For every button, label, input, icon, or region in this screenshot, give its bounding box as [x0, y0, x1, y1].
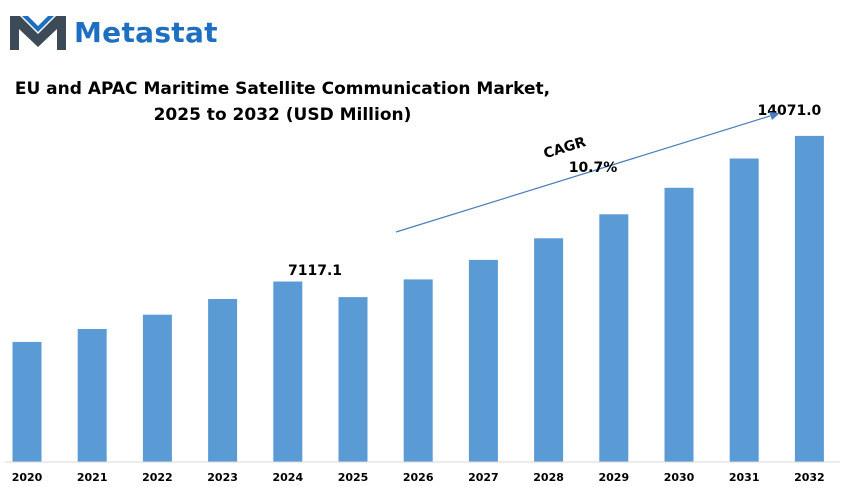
chart-title: EU and APAC Maritime Satellite Communica…: [0, 76, 565, 128]
cagr-value: 10.7%: [569, 160, 618, 176]
cagr-arrow-head: [769, 112, 780, 120]
bar-2020: [12, 341, 42, 462]
bar-2031: [729, 158, 759, 462]
x-tick-label-2024: 2024: [272, 471, 303, 484]
brand-logo: Metastat: [8, 12, 218, 52]
bar-2027: [468, 259, 498, 462]
bar-2029: [599, 214, 629, 462]
x-tick-label-2021: 2021: [77, 471, 108, 484]
cagr-annotation: CAGR 10.7%: [395, 112, 780, 233]
x-tick-labels: 2020 2021 2022 2023 2024 2025 2026 2027 2028 2029…: [12, 471, 825, 484]
x-tick-label-2030: 2030: [664, 471, 695, 484]
chart-title-line-1: EU and APAC Maritime Satellite Communica…: [14, 79, 551, 99]
bar-2028: [534, 238, 564, 462]
bar-2024: [273, 281, 303, 462]
bars-group: [12, 135, 824, 463]
x-tick-label-2026: 2026: [403, 471, 434, 484]
bar-2030: [664, 187, 694, 463]
x-tick-label-2029: 2029: [598, 471, 629, 484]
bar-2022: [142, 314, 172, 462]
x-tick-label-2027: 2027: [468, 471, 499, 484]
x-tick-label-2032: 2032: [794, 471, 825, 484]
x-tick-label-2028: 2028: [533, 471, 564, 484]
bar-2025: [338, 297, 368, 462]
brand-name: Metastat: [74, 15, 218, 49]
metastat-m-icon: [10, 16, 66, 50]
cagr-arrow-line: [395, 115, 771, 233]
x-tick-label-2031: 2031: [729, 471, 760, 484]
x-tick-label-2020: 2020: [12, 471, 43, 484]
cagr-label: CAGR: [542, 134, 588, 162]
bar-2026: [403, 279, 433, 462]
x-tick-label-2023: 2023: [207, 471, 238, 484]
x-tick-label-2022: 2022: [142, 471, 173, 484]
x-tick-label-2025: 2025: [338, 471, 369, 484]
bar-2021: [77, 329, 107, 462]
bar-2023: [208, 299, 238, 462]
bar-2032: [794, 135, 824, 462]
chart-title-line-2: 2025 to 2032 (USD Million): [153, 105, 412, 125]
data-label-2025: 7117.1: [288, 263, 342, 279]
